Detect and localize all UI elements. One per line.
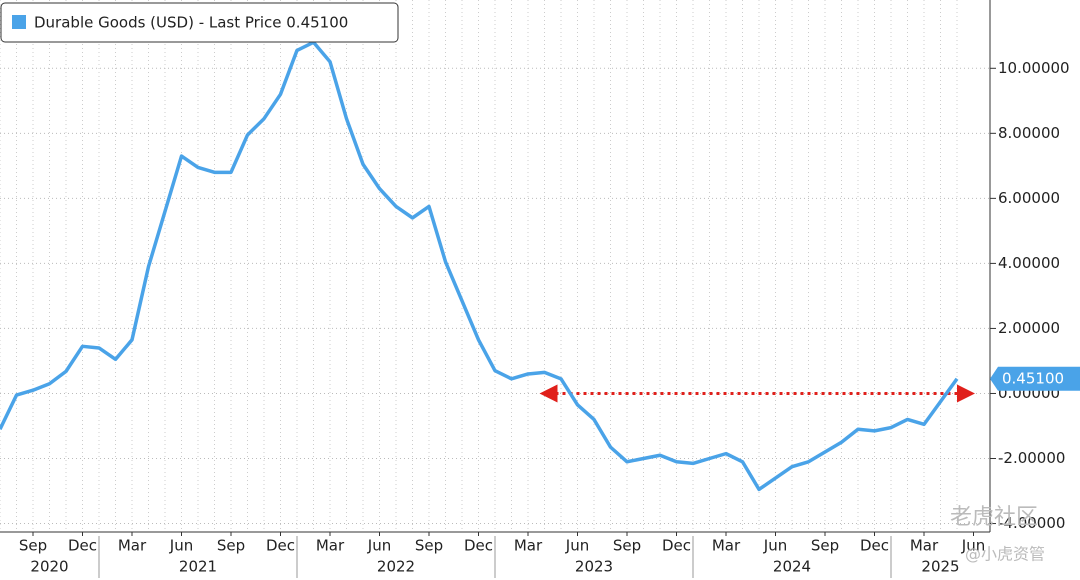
grid	[0, 0, 990, 532]
watermark: @小虎资管	[965, 545, 1045, 564]
x-tick-label: Sep	[811, 537, 839, 555]
x-tick-label: Sep	[415, 537, 443, 555]
x-tick-label: Sep	[613, 537, 641, 555]
legend-swatch	[12, 15, 26, 29]
year-label: 2022	[377, 558, 415, 576]
x-tick-label: Dec	[68, 537, 97, 555]
x-tick-label: Jun	[763, 537, 787, 555]
x-tick-label: Mar	[514, 537, 543, 555]
x-tick-label: Sep	[217, 537, 245, 555]
x-tick-label: Jun	[961, 537, 985, 555]
legend-box	[0, 2, 399, 43]
x-tick-label: Dec	[662, 537, 691, 555]
legend-label: Durable Goods (USD) - Last Price 0.45100	[34, 14, 348, 32]
y-tick-label: 10.00000	[998, 59, 1070, 77]
y-tick-label: -2.00000	[998, 449, 1065, 467]
x-tick-label: Jun	[367, 537, 391, 555]
x-tick-label: Jun	[565, 537, 589, 555]
watermark: 老虎社区	[950, 505, 1038, 530]
legend: Durable Goods (USD) - Last Price 0.45100	[0, 2, 399, 43]
y-tick-label: 2.00000	[998, 319, 1060, 337]
x-tick-label: Dec	[464, 537, 493, 555]
year-label: 2023	[575, 558, 613, 576]
year-label: 2024	[773, 558, 811, 576]
y-tick-label: 4.00000	[998, 254, 1060, 272]
x-tick-label: Jun	[169, 537, 193, 555]
last-value-tag	[990, 366, 1080, 391]
x-tick-label: Dec	[860, 537, 889, 555]
x-tick-label: Mar	[118, 537, 147, 555]
y-tick-label: -4.00000	[998, 514, 1065, 532]
x-tick-label: Mar	[316, 537, 345, 555]
x-tick-label: Mar	[910, 537, 939, 555]
line	[0, 40, 959, 492]
year-label: 2021	[179, 558, 217, 576]
y-tick-label: 8.00000	[998, 124, 1060, 142]
x-tick-label: Mar	[712, 537, 741, 555]
x-tick-label: Sep	[19, 537, 47, 555]
last-value-label: 0.45100	[1002, 369, 1064, 387]
x-tick-label: Dec	[266, 537, 295, 555]
year-label: 2020	[30, 558, 68, 576]
year-label: 2025	[921, 558, 959, 576]
y-tick-label: 6.00000	[998, 189, 1060, 207]
